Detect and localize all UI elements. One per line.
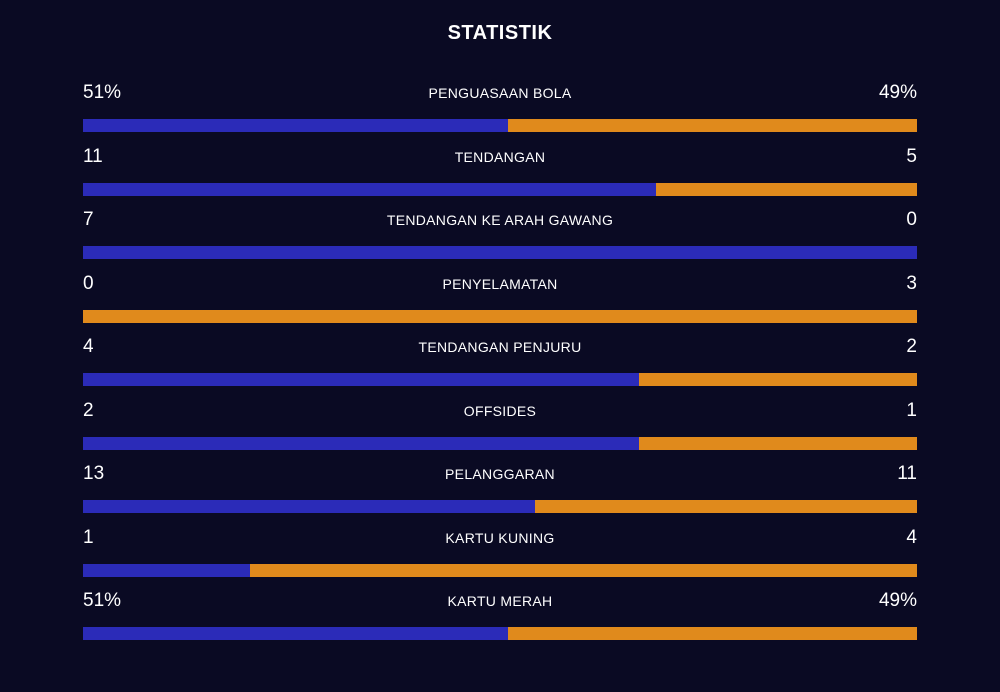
home-value: 7	[83, 209, 94, 230]
comparison-bar	[83, 436, 917, 450]
away-value: 3	[906, 272, 917, 294]
stat-label: KARTU MERAH	[447, 593, 553, 609]
stat-row-kartu-merah: 51% KARTU MERAH 49%	[83, 588, 917, 652]
comparison-bar	[83, 119, 917, 132]
home-value: 0	[83, 272, 94, 294]
home-value: 4	[83, 336, 94, 357]
away-value: 49%	[878, 82, 917, 103]
away-bar-segment	[249, 563, 917, 577]
away-bar-segment	[639, 436, 917, 450]
away-value: 4	[906, 526, 917, 548]
stat-row-penyelamatan: 0 PENYELAMATAN 3	[83, 271, 917, 335]
stat-row-tendangan-penjuru: 4 TENDANGAN PENJURU 2	[83, 334, 917, 398]
away-bar-segment	[508, 627, 917, 640]
comparison-bar	[83, 246, 917, 259]
home-bar-segment	[83, 119, 509, 132]
home-bar-segment	[83, 563, 250, 577]
comparison-bar	[83, 627, 917, 640]
away-value: 49%	[878, 590, 917, 611]
comparison-bar	[83, 500, 917, 513]
stat-label: OFFSIDES	[463, 402, 537, 419]
away-bar-segment	[83, 309, 917, 323]
away-bar-segment	[656, 182, 917, 196]
stat-row-offsides: 2 OFFSIDES 1	[83, 398, 917, 462]
away-bar-segment	[639, 373, 917, 386]
home-bar-segment	[83, 182, 657, 196]
stats-list: 51% PENGUASAAN BOLA 49% 11 TENDANGAN 5 7…	[83, 80, 917, 652]
stat-label: TENDANGAN	[454, 148, 546, 165]
away-value: 1	[906, 399, 917, 421]
comparison-bar	[83, 309, 917, 323]
stat-label: TENDANGAN KE ARAH GAWANG	[386, 212, 614, 228]
stat-row-tendangan: 11 TENDANGAN 5	[83, 144, 917, 208]
stat-label: KARTU KUNING	[445, 529, 555, 546]
home-bar-segment	[83, 373, 640, 386]
away-value: 2	[906, 336, 917, 357]
away-value: 0	[906, 209, 917, 230]
away-value: 5	[906, 145, 917, 167]
home-value: 1	[83, 526, 94, 548]
stat-row-pelanggaran: 13 PELANGGARAN 11	[83, 461, 917, 525]
comparison-bar	[83, 563, 917, 577]
home-value: 51%	[83, 82, 122, 103]
home-bar-segment	[83, 436, 640, 450]
stat-label: PENYELAMATAN	[442, 275, 558, 292]
away-bar-segment	[534, 500, 917, 513]
stat-row-penguasaan-bola: 51% PENGUASAAN BOLA 49%	[83, 80, 917, 144]
home-value: 51%	[83, 590, 122, 611]
stat-label: PENGUASAAN BOLA	[428, 85, 572, 101]
home-bar-segment	[83, 246, 917, 259]
stat-row-kartu-kuning: 1 KARTU KUNING 4	[83, 525, 917, 589]
away-value: 11	[897, 463, 917, 484]
away-bar-segment	[508, 119, 917, 132]
home-value: 11	[83, 145, 103, 167]
home-value: 13	[83, 463, 105, 484]
page-title: STATISTIK	[447, 22, 553, 44]
comparison-bar	[83, 373, 917, 386]
stat-row-tendangan-ke-arah-gawang: 7 TENDANGAN KE ARAH GAWANG 0	[83, 207, 917, 271]
stat-label: PELANGGARAN	[445, 466, 555, 482]
home-bar-segment	[83, 500, 535, 513]
home-value: 2	[83, 399, 94, 421]
home-bar-segment	[83, 627, 509, 640]
stat-label: TENDANGAN PENJURU	[418, 339, 582, 355]
comparison-bar	[83, 182, 917, 196]
